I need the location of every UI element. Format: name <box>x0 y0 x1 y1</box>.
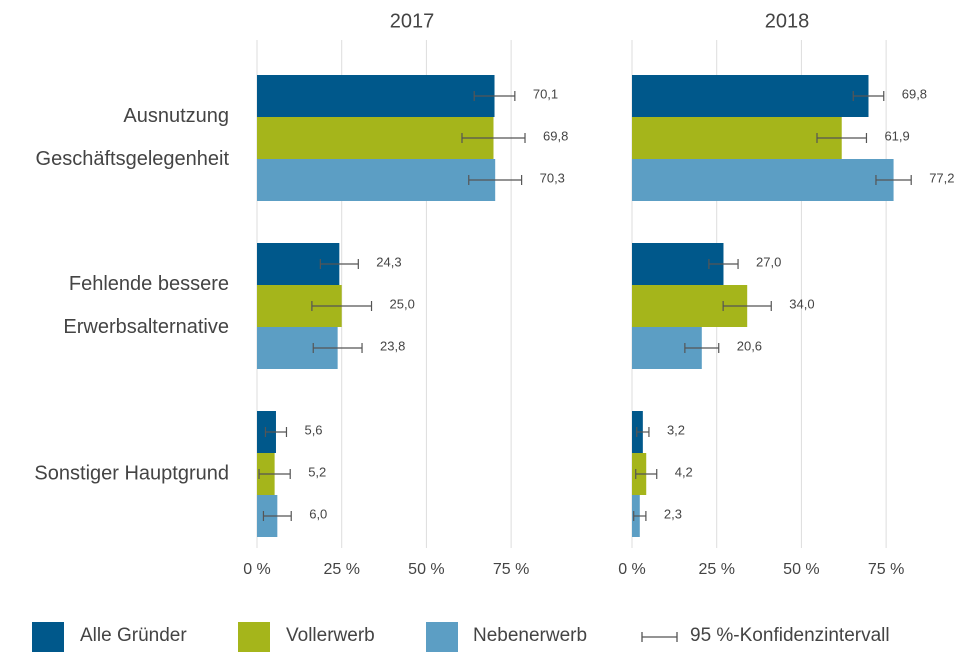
error-bar <box>636 427 650 437</box>
value-label: 23,8 <box>380 338 405 353</box>
category-label: Fehlende bessere Erwerbsalternative <box>63 273 229 338</box>
error-bar <box>319 259 359 269</box>
error-bar <box>852 91 885 101</box>
value-label: 61,9 <box>884 128 909 143</box>
value-label: 2,3 <box>664 506 682 521</box>
legend-error-symbol <box>641 632 678 642</box>
value-label: 5,2 <box>308 464 326 479</box>
value-label: 70,3 <box>540 170 565 185</box>
error-bar <box>461 133 526 143</box>
error-bar <box>816 133 868 143</box>
panel-title: 2017 <box>390 10 435 32</box>
error-bar <box>311 301 373 311</box>
x-tick-label: 0 % <box>618 561 646 578</box>
error-bar <box>262 511 292 521</box>
bar <box>632 243 724 285</box>
value-label: 25,0 <box>390 296 415 311</box>
legend-label: Nebenerwerb <box>473 625 587 646</box>
x-tick-label: 50 % <box>408 561 444 578</box>
bar <box>257 117 494 159</box>
value-label: 34,0 <box>789 296 814 311</box>
bar <box>632 159 894 201</box>
value-label: 4,2 <box>675 464 693 479</box>
x-tick-label: 0 % <box>243 561 271 578</box>
category-label: Sonstiger Hauptgrund <box>34 462 229 485</box>
value-label: 69,8 <box>902 86 927 101</box>
value-label: 5,6 <box>304 422 322 437</box>
x-tick-label: 75 % <box>868 561 904 578</box>
x-tick-label: 50 % <box>783 561 819 578</box>
error-bar <box>468 175 523 185</box>
error-bar <box>312 343 363 353</box>
bar <box>257 159 496 201</box>
value-label: 70,1 <box>533 86 558 101</box>
value-label: 3,2 <box>667 422 685 437</box>
value-label: 69,8 <box>543 128 568 143</box>
legend-swatch <box>238 622 270 652</box>
value-label: 24,3 <box>376 254 401 269</box>
error-bar <box>258 469 291 479</box>
error-bar <box>473 91 516 101</box>
error-bar <box>264 427 288 437</box>
x-tick-label: 25 % <box>698 561 734 578</box>
legend-swatch <box>32 622 64 652</box>
x-tick-label: 75 % <box>493 561 529 578</box>
bar <box>257 75 495 117</box>
value-label: 27,0 <box>756 254 781 269</box>
error-bar <box>875 175 912 185</box>
legend-label: 95 %-Konfidenzintervall <box>690 625 890 646</box>
error-bar <box>708 259 739 269</box>
value-label: 6,0 <box>309 506 327 521</box>
value-label: 77,2 <box>929 170 954 185</box>
legend-label: Vollerwerb <box>286 625 375 646</box>
bar <box>632 75 869 117</box>
error-bar <box>633 511 647 521</box>
x-tick-label: 25 % <box>323 561 359 578</box>
category-label: Ausnutzung Geschäftsgelegenheit <box>35 105 229 170</box>
legend-label: Alle Gründer <box>80 625 187 646</box>
error-bar <box>722 301 772 311</box>
error-bar <box>635 469 658 479</box>
legend-swatch <box>426 622 458 652</box>
value-label: 20,6 <box>737 338 762 353</box>
error-bar <box>684 343 720 353</box>
bar <box>632 117 842 159</box>
panel-title: 2018 <box>765 10 810 32</box>
